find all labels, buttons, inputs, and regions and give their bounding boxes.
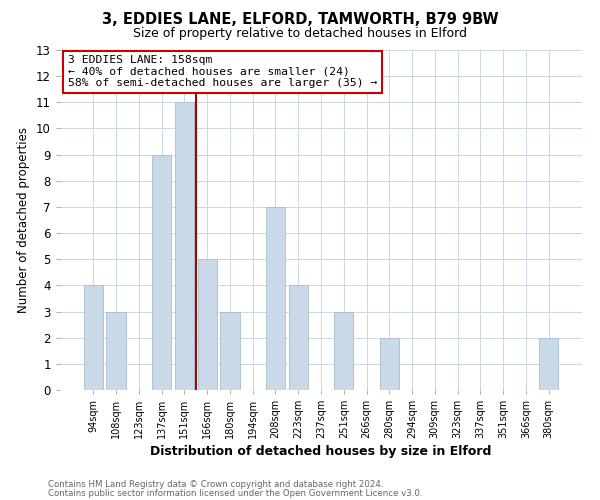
X-axis label: Distribution of detached houses by size in Elford: Distribution of detached houses by size … [151, 446, 491, 458]
Text: 3, EDDIES LANE, ELFORD, TAMWORTH, B79 9BW: 3, EDDIES LANE, ELFORD, TAMWORTH, B79 9B… [101, 12, 499, 28]
Bar [539, 338, 558, 390]
Bar [220, 312, 239, 390]
Bar [380, 338, 399, 390]
Text: 3 EDDIES LANE: 158sqm
← 40% of detached houses are smaller (24)
58% of semi-deta: 3 EDDIES LANE: 158sqm ← 40% of detached … [68, 55, 377, 88]
Text: Size of property relative to detached houses in Elford: Size of property relative to detached ho… [133, 28, 467, 40]
Bar [106, 312, 126, 390]
Text: Contains public sector information licensed under the Open Government Licence v3: Contains public sector information licen… [48, 488, 422, 498]
Bar [197, 259, 217, 390]
Bar [84, 286, 103, 390]
Bar [334, 312, 353, 390]
Y-axis label: Number of detached properties: Number of detached properties [17, 127, 31, 313]
Bar [266, 207, 285, 390]
Bar [175, 102, 194, 390]
Text: Contains HM Land Registry data © Crown copyright and database right 2024.: Contains HM Land Registry data © Crown c… [48, 480, 383, 489]
Bar [289, 286, 308, 390]
Bar [152, 154, 172, 390]
